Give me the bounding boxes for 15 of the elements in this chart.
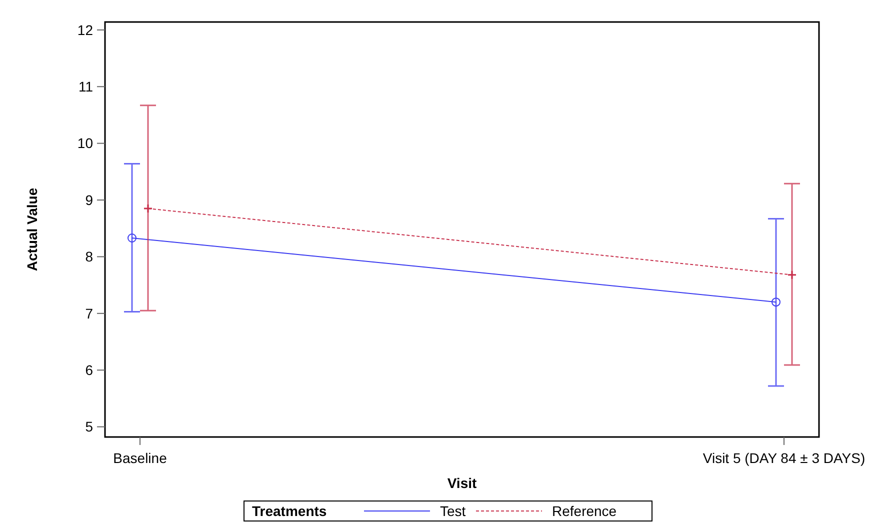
y-tick-label: 7 bbox=[85, 305, 94, 322]
y-tick-label: 10 bbox=[77, 135, 94, 152]
legend-label: Test bbox=[440, 503, 466, 519]
y-tick-label: 9 bbox=[85, 192, 94, 208]
y-tick-label: 11 bbox=[78, 78, 94, 95]
x-tick-label: Visit 5 (DAY 84 ± 3 DAYS) bbox=[702, 450, 866, 466]
y-tick-label: 12 bbox=[77, 22, 94, 38]
legend-title: Treatments bbox=[252, 503, 327, 519]
y-tick-label: 8 bbox=[85, 248, 94, 265]
y-axis-title: Actual Value bbox=[24, 188, 40, 272]
y-tick-label: 6 bbox=[85, 362, 94, 378]
x-tick-label: Baseline bbox=[113, 450, 168, 466]
legend-label: Reference bbox=[552, 503, 617, 519]
y-tick-label: 5 bbox=[85, 418, 94, 435]
x-axis-title: Visit bbox=[447, 475, 477, 491]
